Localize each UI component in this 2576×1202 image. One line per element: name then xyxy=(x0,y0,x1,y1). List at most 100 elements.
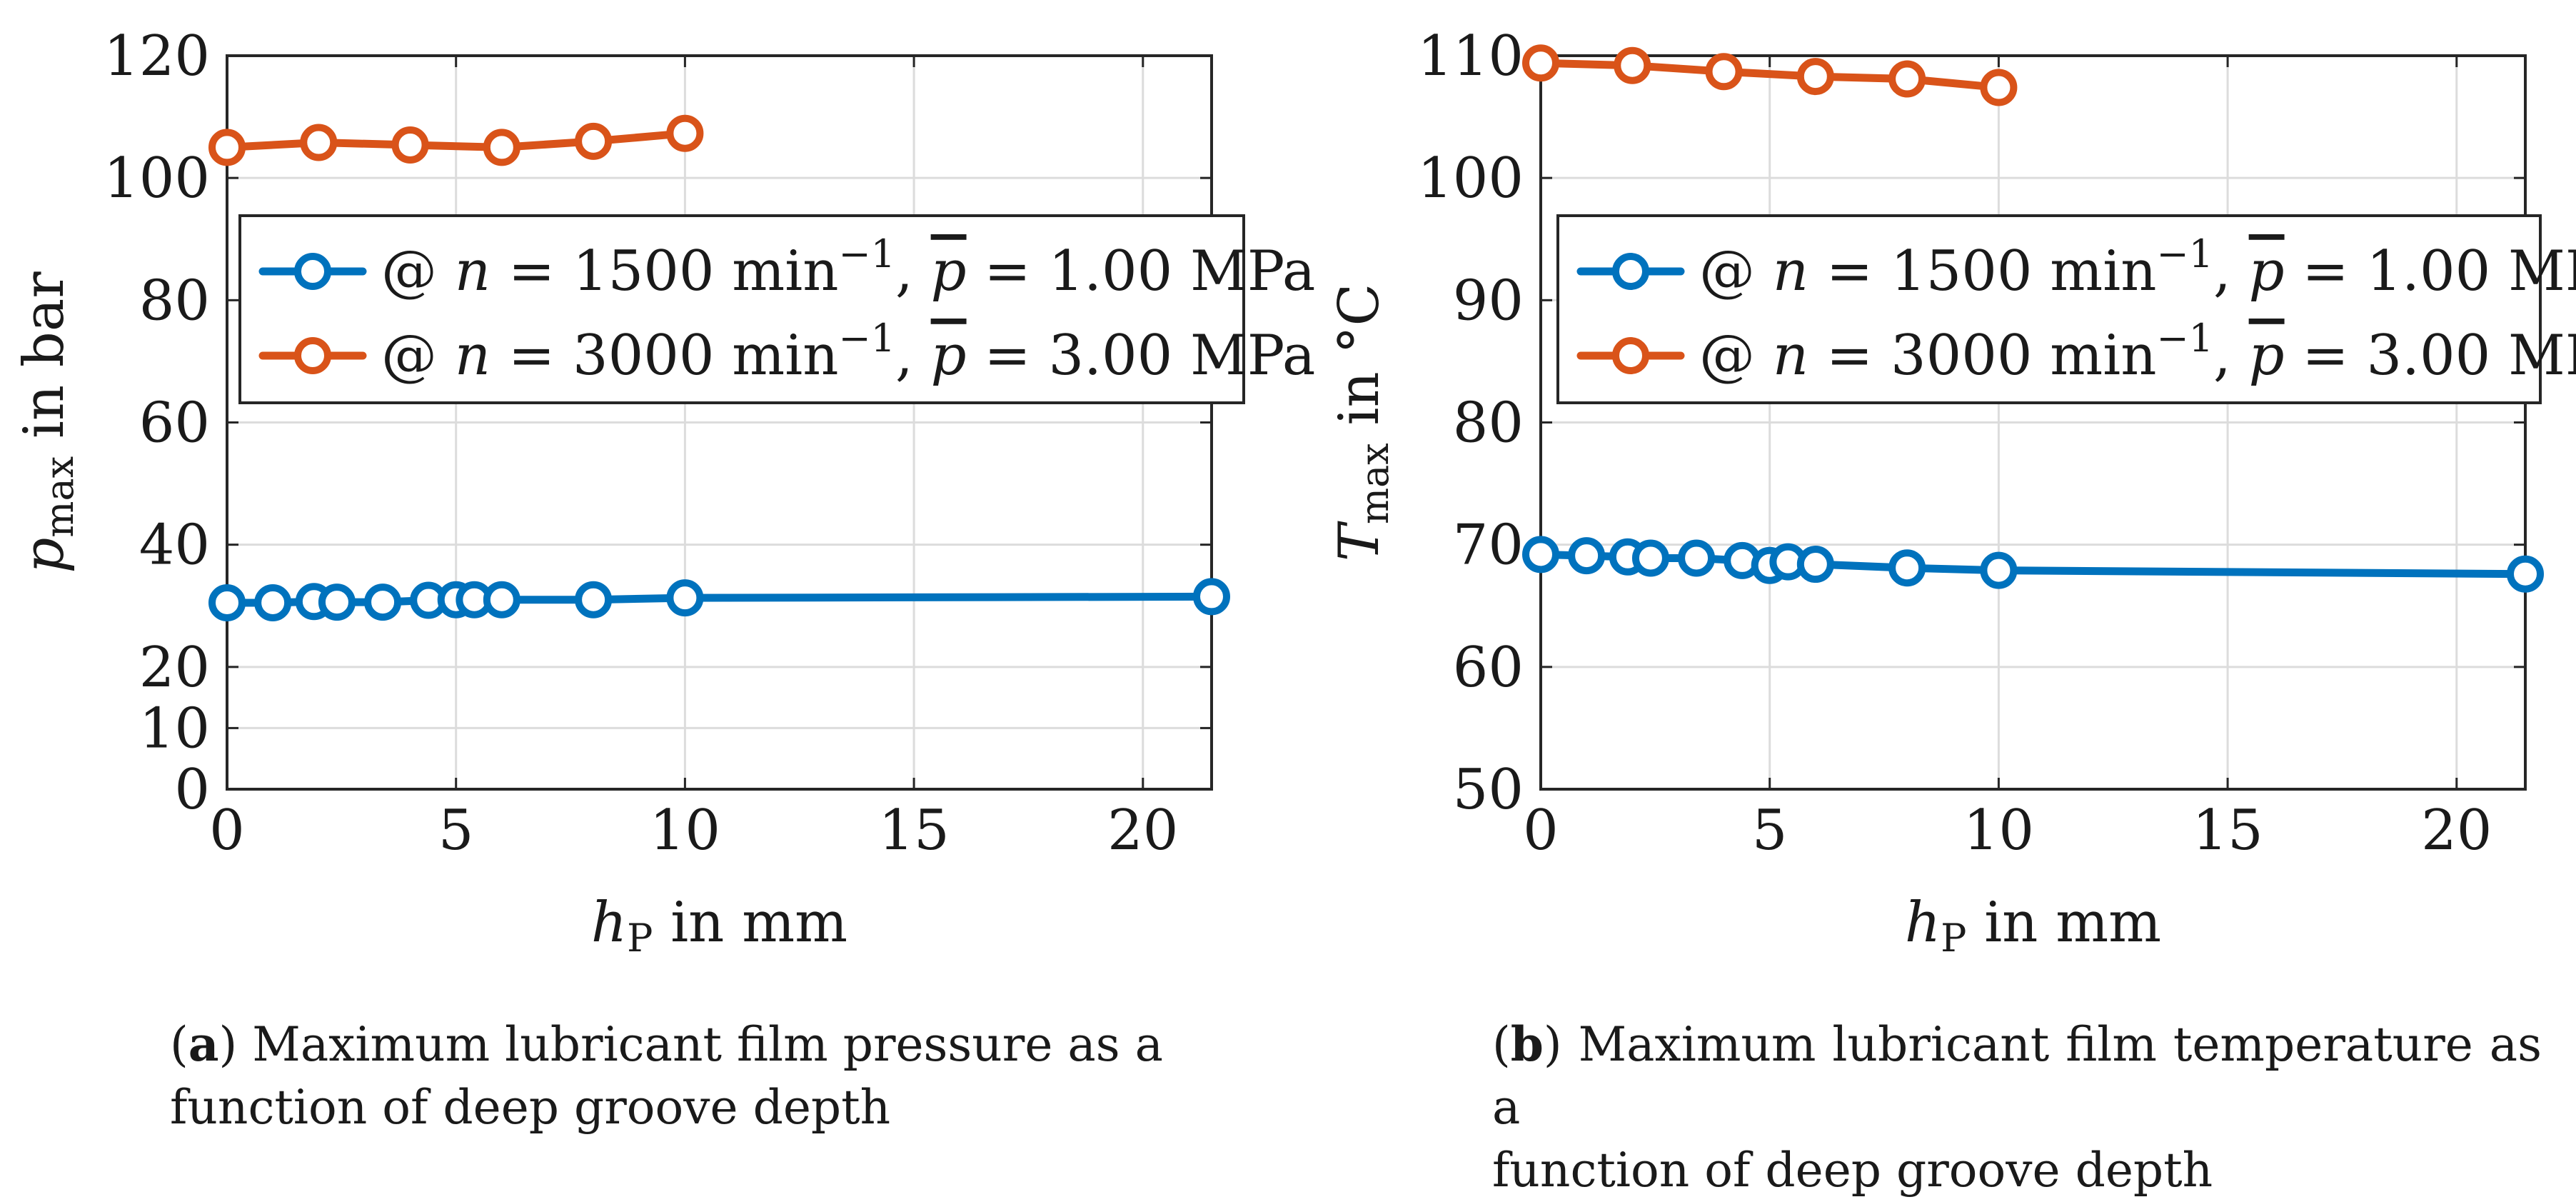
legend-p-value: = 3.00 MPa xyxy=(967,324,1316,388)
x-axis-label-sub: P xyxy=(1941,916,1966,961)
legend-swatch-marker xyxy=(1612,253,1649,290)
y-tick-label: 120 xyxy=(104,24,210,89)
legend-n-var: n xyxy=(1773,324,1808,388)
x-axis-label: hP in mm xyxy=(591,891,847,961)
data-point xyxy=(391,126,429,164)
legend-exponent: −1 xyxy=(2156,231,2213,276)
legend-swatch-marker xyxy=(1612,337,1649,374)
y-tick-label: 50 xyxy=(1453,758,1524,822)
legend-prefix: @ xyxy=(381,239,455,304)
y-axis-label: pmax in bar xyxy=(12,271,82,574)
legend-p-var: p xyxy=(2249,239,2285,304)
data-point xyxy=(208,129,246,166)
x-tick-label: 20 xyxy=(2421,798,2492,863)
legend-exponent: −1 xyxy=(838,231,895,276)
y-tick-label: 80 xyxy=(139,269,210,333)
y-tick-label: 10 xyxy=(139,696,210,761)
y-tick-label: 20 xyxy=(139,636,210,700)
data-point xyxy=(1796,58,1834,96)
data-point xyxy=(483,581,520,618)
x-axis-label: hP in mm xyxy=(1905,891,2161,961)
data-point xyxy=(1678,539,1716,577)
x-tick-label: 0 xyxy=(1523,798,1559,863)
data-point xyxy=(575,122,613,160)
caption-a-line-1: Maximum lubricant film pressure as a xyxy=(252,1017,1163,1072)
legend-a: @ n = 1500 min−1, p = 1.00 MPa@ n = 3000… xyxy=(238,214,1315,404)
legend-entry-2: @ n = 3000 min−1, p = 3.00 MPa xyxy=(381,316,1315,388)
legend-entry-1: @ n = 1500 min−1, p = 1.00 MPa xyxy=(381,231,1315,304)
series-1-a xyxy=(208,578,1230,621)
caption-a: (a) Maximum lubricant film pressure as a… xyxy=(170,1016,1163,1135)
caption-b-label: b xyxy=(1510,1016,1544,1072)
caption-b-line-1: Maximum lubricant film temperature as a xyxy=(1492,1017,2542,1135)
data-point xyxy=(1522,44,1559,82)
legend-prefix: @ xyxy=(381,324,455,388)
data-point xyxy=(364,584,402,621)
data-point xyxy=(1980,551,2018,589)
legend-separator: , xyxy=(895,239,931,304)
x-axis-label-var: h xyxy=(1905,891,1941,955)
y-axis-label-var: T xyxy=(1327,521,1392,561)
data-point xyxy=(1522,536,1559,574)
y-tick-label: 60 xyxy=(1453,636,1524,700)
data-point xyxy=(483,129,520,166)
data-point xyxy=(1705,53,1743,91)
x-axis-label-unit: in mm xyxy=(653,891,847,955)
x-tick-label: 15 xyxy=(878,798,949,863)
legend-entry-2: @ n = 3000 min−1, p = 3.00 MPa xyxy=(1699,316,2576,388)
y-tick-label: 90 xyxy=(1453,269,1524,333)
legend-p-var: p xyxy=(931,239,967,304)
caption-b-line-2: function of deep groove depth xyxy=(1492,1143,2213,1198)
x-tick-label: 0 xyxy=(209,798,245,863)
legend-swatch-marker xyxy=(294,337,331,374)
y-tick-label: 40 xyxy=(139,514,210,578)
data-point xyxy=(2507,555,2544,593)
data-point xyxy=(666,114,704,152)
legend-box xyxy=(238,214,1245,404)
series-2-a xyxy=(208,114,704,166)
data-point xyxy=(254,584,292,621)
data-point xyxy=(1796,546,1834,584)
legend-n-value: = 3000 min xyxy=(490,324,838,388)
legend-p-var: p xyxy=(931,324,967,388)
data-point xyxy=(1888,549,1926,587)
data-point xyxy=(575,581,613,618)
legend-prefix: @ xyxy=(1699,324,1773,388)
y-axis-label-var: p xyxy=(12,538,76,574)
x-tick-label: 5 xyxy=(438,798,474,863)
data-point xyxy=(1193,578,1230,616)
caption-a-label: a xyxy=(188,1016,219,1072)
data-point xyxy=(1614,46,1651,84)
series-2-b xyxy=(1522,44,2018,106)
legend-n-value: = 1500 min xyxy=(490,239,838,304)
legend-swatch-marker xyxy=(294,253,331,290)
legend-b: @ n = 1500 min−1, p = 1.00 MPa @ n = 3000… xyxy=(1556,214,2576,404)
legend-n-var: n xyxy=(455,239,490,304)
legend-p-value: = 1.00 MPa xyxy=(2285,239,2576,304)
x-tick-label: 10 xyxy=(650,798,720,863)
x-axis-label-sub: P xyxy=(627,916,653,961)
y-tick-label: 0 xyxy=(174,758,210,822)
x-tick-label: 20 xyxy=(1107,798,1178,863)
x-tick-label: 10 xyxy=(1963,798,2034,863)
legend-separator: , xyxy=(2213,239,2249,304)
series-1-b xyxy=(1522,536,2544,593)
y-axis-label-sub: max xyxy=(37,456,82,538)
y-tick-label: 110 xyxy=(1417,24,1524,89)
data-point xyxy=(208,584,246,621)
x-axis-label-unit: in mm xyxy=(1966,891,2161,955)
legend-n-value: = 1500 min xyxy=(1808,239,2156,304)
data-point xyxy=(1568,537,1606,575)
y-axis-label-unit: in bar xyxy=(12,271,76,456)
y-tick-label: 70 xyxy=(1453,514,1524,578)
legend-n-value: = 3000 min xyxy=(1808,324,2156,388)
data-point xyxy=(1631,539,1669,577)
caption-b: (b) Maximum lubricant film temperature a… xyxy=(1492,1016,2542,1198)
legend-p-value: = 3.00 MPa xyxy=(2285,324,2576,388)
x-tick-label: 15 xyxy=(2192,798,2263,863)
caption-a-line-2: function of deep groove depth xyxy=(170,1080,891,1135)
data-point xyxy=(666,579,704,617)
y-tick-label: 100 xyxy=(104,146,210,211)
